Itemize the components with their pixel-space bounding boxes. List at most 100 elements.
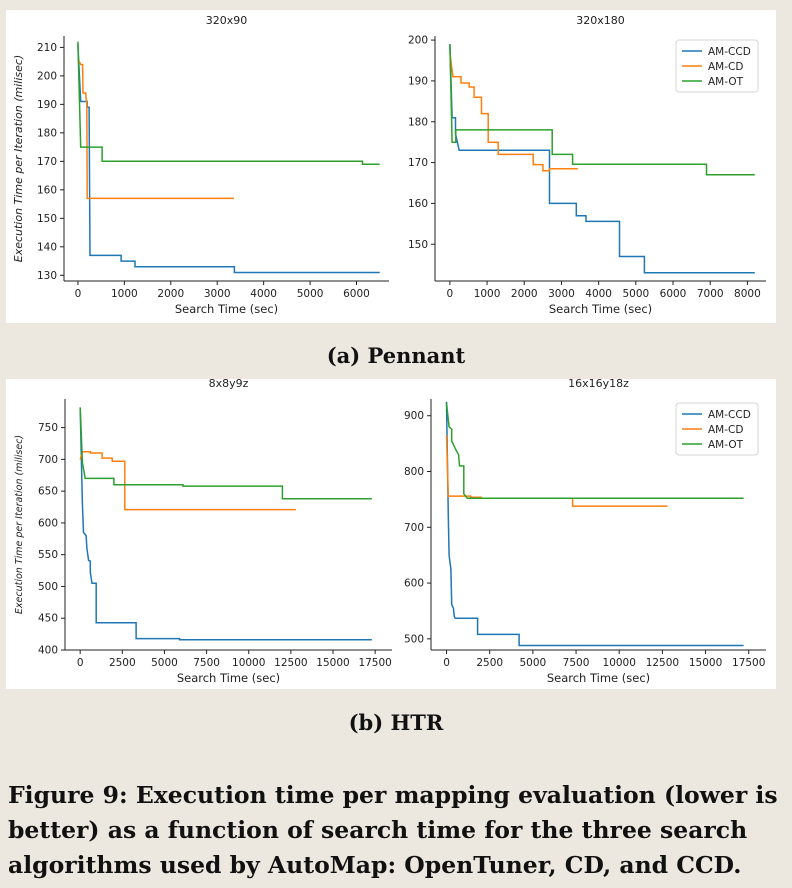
x-tick-label: 1000 bbox=[111, 288, 138, 300]
chart-320x90: 0 1000 2000 3000 4000 5000 6000 130 140 150 160 170… bbox=[12, 14, 389, 316]
series-am-ot-line bbox=[449, 44, 755, 176]
x-tick-label: 2500 bbox=[476, 657, 503, 669]
y-axis-label: Execution Time per Iteration (milisec) bbox=[12, 55, 25, 263]
x-tick-label: 17500 bbox=[358, 657, 391, 669]
x-tick-label: 7500 bbox=[193, 657, 220, 669]
x-tick-label: 1000 bbox=[474, 288, 501, 300]
y-tick-label: 180 bbox=[408, 116, 428, 128]
series-am-ot-line bbox=[79, 407, 372, 500]
legend-label-am-ot: AM-OT bbox=[708, 439, 744, 451]
y-tick-label: 550 bbox=[38, 549, 58, 561]
y-tick-label: 400 bbox=[38, 645, 58, 657]
x-tick-label: 8000 bbox=[734, 288, 761, 300]
legend-frame bbox=[675, 39, 759, 93]
chart-title: 16x16y18z bbox=[568, 379, 629, 390]
y-tick-label: 170 bbox=[37, 156, 57, 168]
figure-caption: Figure 9: Execution time per mapping eva… bbox=[8, 781, 778, 879]
y-axis-label: Execution Time per Iteration (milisec) bbox=[14, 435, 25, 614]
x-tick-label: 7500 bbox=[563, 657, 590, 669]
x-tick-label: 4000 bbox=[250, 288, 277, 300]
chart-8x8y9z: 0 2500 5000 7500 10000 12500 15000 17500 400 450 5… bbox=[14, 377, 392, 685]
x-tick-label: 10000 bbox=[603, 657, 636, 669]
x-tick-label: 3000 bbox=[548, 288, 575, 300]
y-tick-label: 130 bbox=[37, 270, 57, 282]
x-tick-label: 5000 bbox=[520, 657, 547, 669]
y-tick-label: 180 bbox=[37, 127, 57, 139]
x-tick-label: 5000 bbox=[297, 288, 324, 300]
x-axis-label: Search Time (sec) bbox=[177, 671, 280, 685]
y-tick-label: 200 bbox=[408, 35, 428, 47]
x-tick-label: 5000 bbox=[151, 657, 178, 669]
series-am-cd-line bbox=[445, 435, 668, 507]
series-am-ccd-line bbox=[449, 44, 755, 274]
legend-label-am-ccd: AM-CCD bbox=[708, 409, 751, 421]
series-am-ccd-line bbox=[79, 408, 372, 641]
x-axis-label: Search Time (sec) bbox=[547, 671, 650, 685]
y-tick-label: 750 bbox=[38, 422, 58, 434]
y-tick-label: 160 bbox=[408, 198, 428, 210]
legend: AM-CCD AM-CD AM-OT bbox=[675, 39, 759, 93]
chart-320x180: 0 1000 2000 3000 4000 5000 6000 7000 8000 150 160 1… bbox=[408, 14, 766, 316]
y-tick-label: 900 bbox=[404, 410, 424, 422]
x-tick-label: 10000 bbox=[232, 657, 265, 669]
series-am-ot-line bbox=[77, 41, 380, 165]
x-tick-label: 7000 bbox=[697, 288, 724, 300]
y-tick-label: 650 bbox=[38, 486, 58, 498]
x-tick-label: 12500 bbox=[274, 657, 307, 669]
x-axis-label: Search Time (sec) bbox=[549, 302, 652, 316]
x-tick-label: 0 bbox=[77, 657, 84, 669]
x-tick-label: 5000 bbox=[622, 288, 649, 300]
x-tick-label: 15000 bbox=[316, 657, 349, 669]
legend-label-am-ot: AM-OT bbox=[708, 76, 744, 88]
series-am-ccd-line bbox=[445, 401, 744, 647]
legend-label-am-cd: AM-CD bbox=[708, 61, 743, 73]
y-tick-label: 700 bbox=[38, 454, 58, 466]
y-tick-label: 150 bbox=[408, 239, 428, 251]
x-tick-label: 15000 bbox=[689, 657, 722, 669]
y-tick-label: 190 bbox=[408, 75, 428, 87]
x-tick-label: 12500 bbox=[646, 657, 679, 669]
subcaption-htr: (b) HTR bbox=[348, 710, 444, 735]
x-tick-label: 6000 bbox=[343, 288, 370, 300]
legend-label-am-ccd: AM-CCD bbox=[708, 46, 751, 58]
x-tick-label: 2000 bbox=[511, 288, 538, 300]
y-tick-label: 140 bbox=[37, 241, 57, 253]
y-tick-label: 500 bbox=[38, 581, 58, 593]
y-tick-label: 210 bbox=[37, 42, 57, 54]
chart-16x16y18z: 0 2500 5000 7500 10000 12500 15000 17500 500 600 7… bbox=[404, 377, 766, 685]
y-tick-label: 500 bbox=[404, 633, 424, 645]
y-tick-label: 200 bbox=[37, 70, 57, 82]
chart-title: 320x180 bbox=[576, 14, 625, 27]
y-tick-label: 800 bbox=[404, 466, 424, 478]
x-tick-label: 0 bbox=[443, 657, 450, 669]
series-am-cd-line bbox=[79, 450, 296, 511]
y-tick-label: 450 bbox=[38, 613, 58, 625]
y-tick-label: 160 bbox=[37, 184, 57, 196]
x-tick-label: 4000 bbox=[585, 288, 612, 300]
chart-title: 320x90 bbox=[206, 14, 248, 27]
x-tick-label: 6000 bbox=[660, 288, 687, 300]
legend-frame bbox=[675, 402, 759, 456]
y-tick-label: 190 bbox=[37, 99, 57, 111]
series-am-ccd-line bbox=[77, 44, 380, 274]
series-am-ot-line bbox=[445, 402, 744, 500]
legend: AM-CCD AM-CD AM-OT bbox=[675, 402, 759, 456]
x-axis-label: Search Time (sec) bbox=[175, 302, 278, 316]
x-tick-label: 17500 bbox=[732, 657, 765, 669]
x-tick-label: 0 bbox=[75, 288, 82, 300]
x-tick-label: 2500 bbox=[109, 657, 136, 669]
pennant-panel: 0 1000 2000 3000 4000 5000 6000 130 140 150 160 170… bbox=[6, 10, 776, 323]
y-tick-label: 600 bbox=[38, 517, 58, 529]
htr-charts: 0 2500 5000 7500 10000 12500 15000 175004004505… bbox=[14, 377, 766, 685]
subcaption-pennant: (a) Pennant bbox=[326, 343, 466, 368]
x-tick-label: 3000 bbox=[204, 288, 231, 300]
series-am-cd-line bbox=[77, 58, 234, 200]
htr-panel: 0 2500 5000 7500 10000 12500 15000 17500 400 450 5… bbox=[6, 377, 776, 689]
series-am-cd-line bbox=[449, 52, 578, 172]
y-tick-label: 170 bbox=[408, 157, 428, 169]
x-tick-label: 2000 bbox=[157, 288, 184, 300]
y-tick-label: 600 bbox=[404, 578, 424, 590]
y-tick-label: 700 bbox=[404, 522, 424, 534]
y-tick-label: 150 bbox=[37, 213, 57, 225]
legend-label-am-cd: AM-CD bbox=[708, 424, 743, 436]
